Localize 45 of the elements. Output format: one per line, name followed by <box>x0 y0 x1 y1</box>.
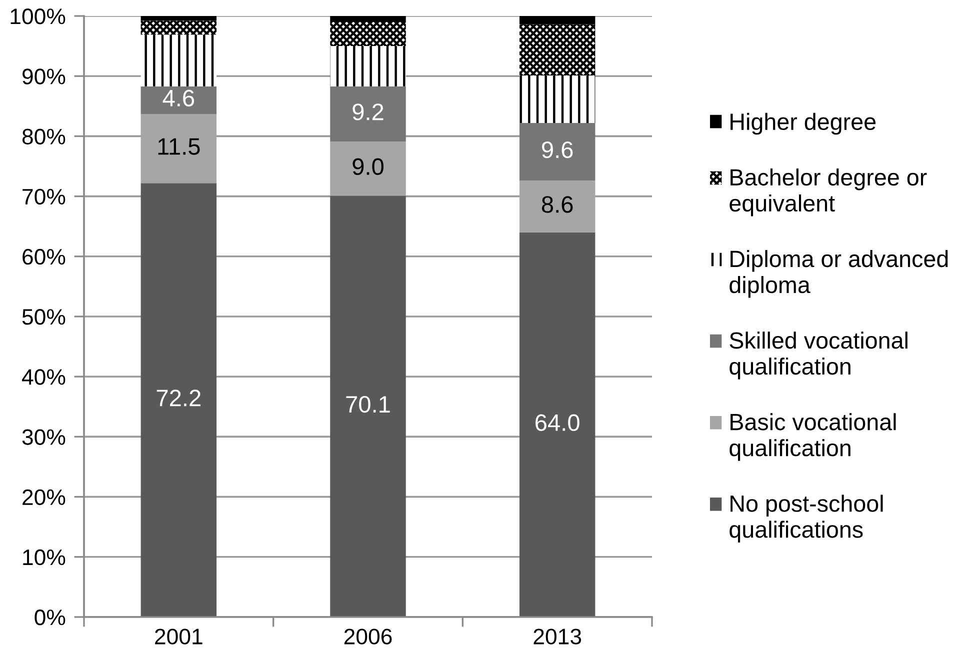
legend-label: Basic vocational qualification <box>730 413 896 461</box>
y-tick-label: 70% <box>22 188 66 205</box>
bar <box>330 142 406 196</box>
bar <box>519 24 596 76</box>
y-tick-label: 20% <box>22 489 66 506</box>
data-label: 8.6 <box>542 196 573 213</box>
data-label: 72.2 <box>156 390 200 406</box>
legend-label: No post-school qualifications <box>730 494 883 542</box>
bar <box>519 16 596 24</box>
legend-label: Diploma or advanced diploma <box>730 250 948 298</box>
bar <box>140 20 217 35</box>
y-tick-label: 0% <box>34 610 66 626</box>
y-tick-label: 60% <box>22 248 66 265</box>
bar <box>519 122 596 181</box>
x-tick-label: 2013 <box>534 628 582 644</box>
data-label: 70.1 <box>346 396 390 413</box>
legend-label: Bachelor degree or equivalent <box>730 168 927 216</box>
bar <box>330 16 406 22</box>
y-tick-label: 90% <box>22 68 66 84</box>
y-tick-label: 40% <box>22 369 66 385</box>
x-tick-label: 2006 <box>344 628 392 644</box>
y-tick-label: 80% <box>22 128 66 144</box>
data-label: 9.6 <box>542 141 573 158</box>
data-label: 4.6 <box>162 90 194 106</box>
bar <box>330 46 406 86</box>
y-tick-label: 50% <box>22 309 66 325</box>
legend-label: Higher degree <box>730 112 876 135</box>
bar <box>140 16 217 21</box>
bar <box>519 76 596 123</box>
bar <box>140 183 217 617</box>
data-label: 9.0 <box>352 158 384 175</box>
x-tick-label: 2001 <box>155 628 202 644</box>
bar <box>140 86 217 114</box>
y-tick-label: 30% <box>22 429 66 445</box>
y-tick-label: 10% <box>23 549 66 566</box>
data-label: 11.5 <box>158 138 200 155</box>
bar <box>330 86 406 142</box>
data-label: 9.2 <box>352 104 384 120</box>
bar <box>519 232 596 617</box>
data-label: 64.0 <box>536 414 580 432</box>
bar <box>140 34 217 86</box>
bar <box>330 196 406 617</box>
y-tick-label: 100% <box>10 8 66 24</box>
bar <box>330 22 406 46</box>
legend-label: Skilled vocational qualification <box>730 332 908 380</box>
